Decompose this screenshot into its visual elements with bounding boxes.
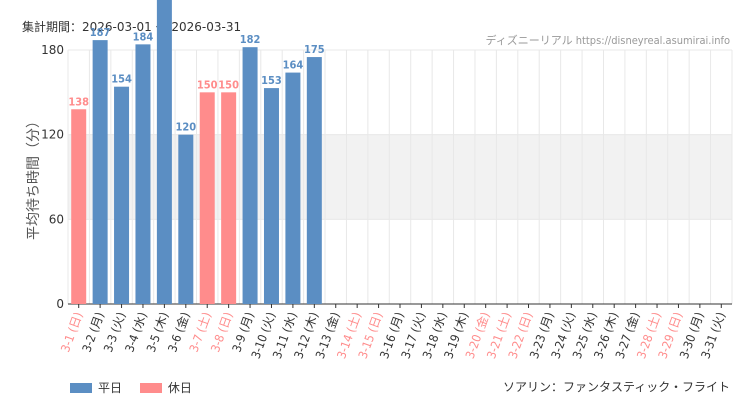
bar[interactable] — [242, 47, 258, 305]
y-tick-label: 180 — [41, 43, 64, 57]
bar-value-label: 184 — [133, 30, 154, 43]
y-tick-label: 120 — [41, 128, 64, 142]
bar[interactable] — [285, 72, 301, 304]
legend-label-weekday: 平日 — [98, 381, 123, 395]
bar-value-label: 150 — [218, 78, 239, 91]
bar-value-label: 153 — [261, 74, 282, 87]
period-label: 集計期間：2026-03-01 ～ 2026-03-31 — [22, 20, 242, 34]
bar-value-label: 187 — [90, 26, 111, 39]
y-tick-label: 0 — [56, 297, 64, 311]
bar-value-label: 154 — [111, 73, 132, 86]
bar[interactable] — [135, 44, 151, 304]
legend-item-weekday[interactable]: 平日 — [70, 379, 122, 396]
y-tick-label: 60 — [49, 212, 64, 226]
legend-label-holiday: 休日 — [167, 381, 192, 395]
legend-item-holiday[interactable]: 休日 — [139, 379, 192, 396]
bar[interactable] — [199, 92, 215, 304]
attraction-name: ソアリン：ファンタスティック・フライト — [502, 380, 730, 394]
bar[interactable] — [263, 88, 279, 304]
legend: 平日 休日 — [70, 379, 206, 396]
bar-value-label: 175 — [304, 43, 325, 56]
y-axis-title: 平均待ち時間（分） — [26, 114, 42, 240]
bar-value-label: 150 — [197, 78, 218, 91]
bar[interactable] — [114, 86, 130, 304]
chart-bars — [71, 0, 322, 305]
bar-value-label: 120 — [175, 121, 196, 134]
bar-value-label: 138 — [68, 95, 89, 108]
bar-value-label: 182 — [240, 33, 261, 46]
bar-value-label: 164 — [283, 59, 304, 72]
bar[interactable] — [178, 134, 194, 304]
bar[interactable] — [221, 92, 237, 304]
bar[interactable] — [306, 57, 322, 304]
legend-swatch-holiday — [139, 382, 162, 393]
bar[interactable] — [71, 109, 87, 305]
legend-swatch-weekday — [70, 382, 92, 393]
bar[interactable] — [156, 0, 172, 304]
bar[interactable] — [92, 40, 108, 304]
site-credit: ディズニーリアル https://disneyreal.asumirai.inf… — [485, 34, 730, 47]
